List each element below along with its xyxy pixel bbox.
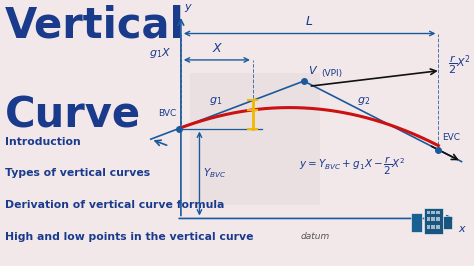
Bar <box>443 216 452 229</box>
Bar <box>427 217 430 221</box>
Text: (VPI): (VPI) <box>321 69 343 78</box>
Text: $g_1 X$: $g_1 X$ <box>149 46 172 60</box>
Text: datum: datum <box>301 232 330 241</box>
Bar <box>436 217 440 221</box>
Bar <box>431 217 435 221</box>
Text: $g_1$: $g_1$ <box>209 95 222 107</box>
Text: $Y_{BVC}$: $Y_{BVC}$ <box>203 167 227 180</box>
Text: EVC: EVC <box>442 133 460 142</box>
Text: Types of vertical curves: Types of vertical curves <box>5 168 150 178</box>
Text: $y = Y_{BVC} + g_1 X - \dfrac{r}{2} X^2$: $y = Y_{BVC} + g_1 X - \dfrac{r}{2} X^2$ <box>299 155 406 177</box>
Text: Derivation of vertical curve formula: Derivation of vertical curve formula <box>5 200 224 210</box>
Text: Introduction: Introduction <box>5 136 81 147</box>
Bar <box>424 208 443 234</box>
Bar <box>410 213 422 232</box>
Text: L: L <box>306 15 313 28</box>
Bar <box>436 225 440 229</box>
Text: Curve: Curve <box>5 94 141 136</box>
Bar <box>190 73 320 205</box>
Bar <box>431 210 435 214</box>
Text: V: V <box>309 66 316 76</box>
Bar <box>436 210 440 214</box>
Bar <box>427 225 430 229</box>
Text: X: X <box>212 42 221 55</box>
Text: BVC: BVC <box>158 109 176 118</box>
Text: Vertical: Vertical <box>5 5 184 47</box>
Bar <box>427 210 430 214</box>
Bar <box>431 225 435 229</box>
Text: x: x <box>458 224 465 234</box>
Text: $\dfrac{r}{2}X^2$: $\dfrac{r}{2}X^2$ <box>447 54 471 76</box>
Text: y: y <box>184 2 191 13</box>
Text: $g_2$: $g_2$ <box>357 95 370 107</box>
Text: High and low points in the vertical curve: High and low points in the vertical curv… <box>5 232 253 242</box>
